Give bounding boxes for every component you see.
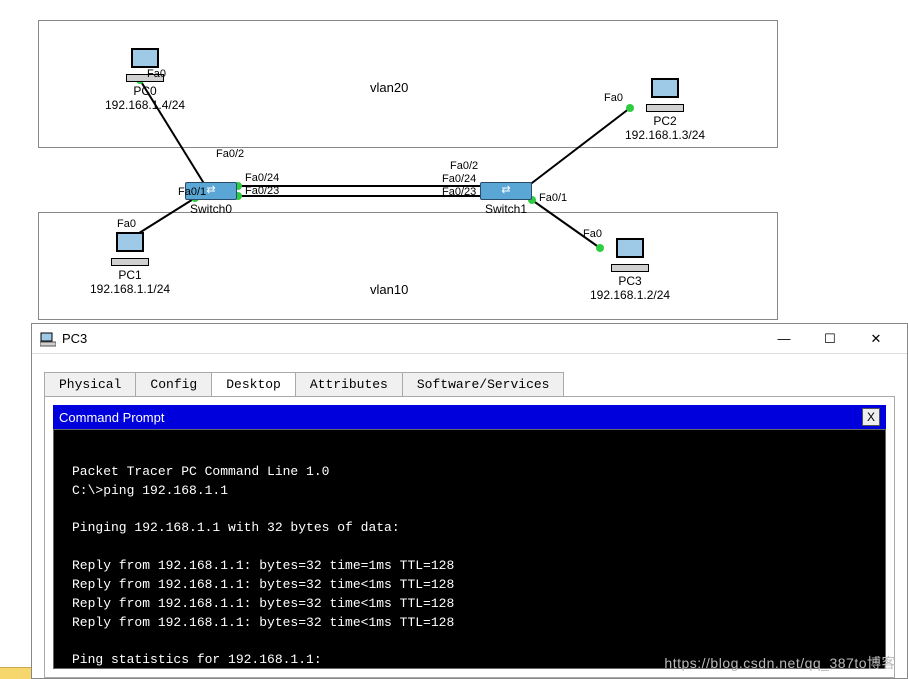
network-topology: vlan20 vlan10 PC0 192.168.1.4/24 Fa0 PC2… (0, 0, 908, 320)
cmd-header: Command Prompt X (53, 405, 886, 429)
tab-config[interactable]: Config (135, 372, 212, 396)
tab-attributes[interactable]: Attributes (295, 372, 403, 396)
device-pc2[interactable]: PC2 192.168.1.3/24 (625, 78, 705, 142)
pc-icon (611, 238, 649, 272)
tab-software[interactable]: Software/Services (402, 372, 565, 396)
device-ip: 192.168.1.4/24 (105, 98, 185, 112)
tab-desktop[interactable]: Desktop (211, 372, 296, 396)
device-name: PC2 (625, 114, 705, 128)
tab-content: Command Prompt X Packet Tracer PC Comman… (44, 396, 895, 678)
app-icon (40, 331, 56, 347)
port-sw1-fa01: Fa0/1 (539, 192, 567, 204)
titlebar[interactable]: PC3 — ☐ ✕ (32, 324, 907, 354)
maximize-button[interactable]: ☐ (807, 325, 853, 353)
pc3-window: PC3 — ☐ ✕ Physical Config Desktop Attrib… (31, 323, 908, 679)
device-switch1[interactable]: Switch1 (480, 182, 532, 216)
window-title: PC3 (62, 331, 761, 346)
port-pc0-fa0: Fa0 (147, 68, 166, 80)
port-pc1-fa0: Fa0 (117, 218, 136, 230)
tab-bar: Physical Config Desktop Attributes Softw… (32, 354, 907, 396)
device-pc1[interactable]: PC1 192.168.1.1/24 (90, 232, 170, 296)
close-button[interactable]: ✕ (853, 325, 899, 353)
cmd-close-button[interactable]: X (862, 408, 880, 426)
switch-icon (480, 182, 532, 200)
device-name: Switch0 (185, 202, 237, 216)
terminal-output[interactable]: Packet Tracer PC Command Line 1.0 C:\>pi… (53, 429, 886, 669)
pc-icon (111, 232, 149, 266)
device-name: Switch1 (480, 202, 532, 216)
device-ip: 192.168.1.3/24 (625, 128, 705, 142)
device-name: PC3 (590, 274, 670, 288)
port-sw1-fa023: Fa0/23 (442, 186, 476, 198)
device-ip: 192.168.1.1/24 (90, 282, 170, 296)
port-sw1-fa024: Fa0/24 (442, 173, 476, 185)
port-pc3-fa0: Fa0 (583, 228, 602, 240)
port-sw0-fa023: Fa0/23 (245, 185, 279, 197)
port-sw0-fa024: Fa0/24 (245, 172, 279, 184)
watermark: https://blog.csdn.net/qq_387to博客 (664, 653, 896, 673)
pc-icon (646, 78, 684, 112)
device-name: PC1 (90, 268, 170, 282)
device-pc0[interactable]: PC0 192.168.1.4/24 (105, 48, 185, 112)
device-name: PC0 (105, 84, 185, 98)
vlan10-label: vlan10 (370, 282, 408, 297)
vlan20-label: vlan20 (370, 80, 408, 95)
device-ip: 192.168.1.2/24 (590, 288, 670, 302)
port-sw0-fa02: Fa0/2 (216, 148, 244, 160)
bottom-strip (0, 667, 31, 679)
port-sw0-fa01: Fa0/1 (178, 186, 206, 198)
tab-physical[interactable]: Physical (44, 372, 136, 396)
device-pc3[interactable]: PC3 192.168.1.2/24 (590, 238, 670, 302)
minimize-button[interactable]: — (761, 325, 807, 353)
port-pc2-fa0: Fa0 (604, 92, 623, 104)
port-sw1-fa02: Fa0/2 (450, 160, 478, 172)
cmd-title: Command Prompt (59, 410, 862, 425)
